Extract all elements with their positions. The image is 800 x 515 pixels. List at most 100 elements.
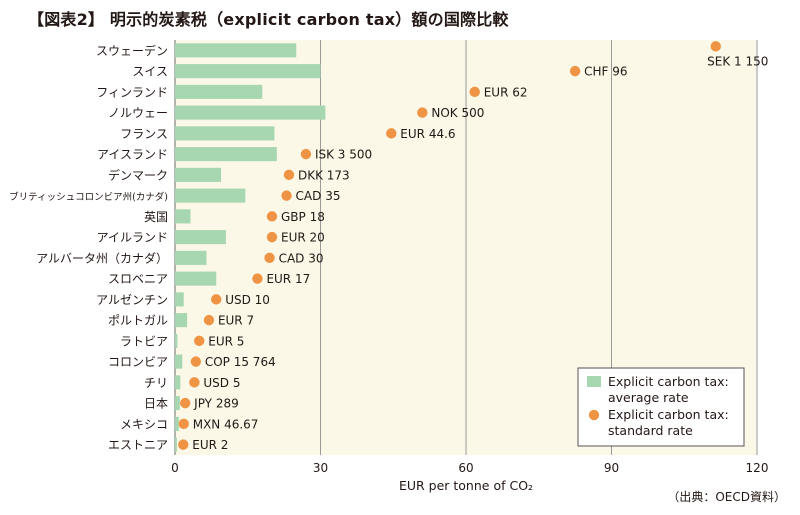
bar: [175, 416, 179, 431]
bar: [175, 375, 181, 390]
category-label: エストニア: [108, 438, 168, 452]
bar: [175, 271, 217, 286]
bar: [175, 292, 184, 307]
legend-box: [577, 367, 745, 447]
x-axis-label: EUR per tonne of CO₂: [399, 478, 533, 493]
dot: [203, 314, 215, 326]
bar-series: [175, 43, 326, 452]
dot: [266, 231, 278, 243]
dot-label: CHF 96: [584, 65, 627, 79]
legend-label-average-2: average rate: [608, 390, 689, 405]
category-label: アイスランド: [97, 148, 168, 162]
dot-label: ISK 3 500: [315, 148, 372, 162]
dot-label: DKK 173: [298, 168, 350, 182]
dot-label: USD 10: [225, 293, 270, 307]
category-label: チリ: [144, 376, 168, 390]
dot: [178, 439, 189, 450]
category-label: デンマーク: [108, 167, 168, 182]
x-tick-label: 60: [458, 461, 473, 475]
bar: [175, 105, 326, 120]
dot-label: COP 15 764: [205, 355, 276, 369]
category-label: アイルランド: [97, 231, 168, 245]
bar: [175, 354, 183, 369]
bar: [175, 64, 321, 79]
legend: Explicit carbon tax:average rateExplicit…: [577, 367, 745, 447]
dot: [194, 335, 205, 347]
dot: [264, 252, 275, 264]
category-label: フィンランド: [96, 85, 168, 99]
category-label: スウェーデン: [96, 43, 168, 58]
bar: [175, 188, 246, 203]
category-label: ブリティッシュコロンビア州(カナダ): [9, 191, 168, 203]
chart-title: 【図表2】 明示的炭素税（explicit carbon tax）額の国際比較: [28, 10, 509, 29]
bar: [175, 396, 180, 411]
dot-label: CAD 30: [279, 251, 324, 265]
dot: [300, 148, 312, 160]
bar: [175, 84, 263, 99]
dot-label: EUR 44.6: [400, 127, 455, 141]
legend-bar-swatch: [587, 376, 601, 387]
legend-label-standard-2: standard rate: [608, 423, 693, 438]
dot: [417, 107, 428, 118]
dot: [211, 294, 222, 305]
dot: [189, 377, 200, 388]
dot-label: EUR 20: [281, 231, 325, 245]
bar: [175, 167, 222, 182]
bar: [175, 126, 275, 141]
category-label: 日本: [144, 397, 168, 411]
dot-label: EUR 2: [192, 438, 228, 452]
x-tick-labels: 0 30 60 90 120: [171, 461, 768, 475]
dot-label: NOK 500: [431, 106, 484, 120]
dot: [469, 86, 480, 98]
category-label: スロベニア: [108, 272, 168, 286]
dot: [266, 211, 278, 222]
legend-label-average: Explicit carbon tax:: [608, 374, 729, 389]
bar: [175, 437, 177, 452]
dot-label: CAD 35: [296, 189, 341, 203]
dot: [178, 418, 189, 430]
category-label: アルゼンチン: [96, 293, 168, 307]
dot-label: EUR 62: [484, 85, 528, 99]
legend-dot-swatch: [588, 409, 600, 421]
dot: [710, 41, 721, 52]
dot: [283, 169, 295, 181]
dot: [190, 356, 202, 367]
category-label: 英国: [144, 210, 168, 224]
dot: [281, 190, 292, 201]
source-note: （出典：OECD資料）: [667, 490, 786, 504]
dot-label: USD 5: [203, 376, 240, 390]
bar: [175, 250, 207, 265]
x-tick-label: 120: [746, 461, 769, 475]
dot-label: EUR 7: [218, 314, 254, 328]
dot-label: EUR 5: [208, 334, 244, 348]
bar: [175, 43, 297, 58]
dot: [252, 273, 263, 284]
bar: [175, 313, 188, 328]
category-label: コロンビア: [108, 355, 168, 369]
dot-label: JPY 289: [193, 397, 239, 411]
bar: [175, 209, 191, 224]
category-label: ポルトガル: [108, 314, 168, 328]
x-tick-label: 30: [313, 461, 328, 475]
legend-label-standard: Explicit carbon tax:: [608, 407, 729, 422]
x-tick-label: 0: [171, 461, 179, 475]
x-tick-label: 90: [604, 461, 619, 475]
category-label: フランス: [120, 127, 168, 141]
dot: [179, 397, 191, 409]
category-label: メキシコ: [120, 417, 168, 431]
dot-label: MXN 46.67: [193, 417, 259, 431]
category-label: スイス: [132, 65, 168, 79]
dot-label: EUR 17: [266, 272, 310, 286]
bar: [175, 333, 178, 348]
category-label: アルバータ州（カナダ）: [36, 250, 168, 265]
dot-label: GBP 18: [281, 210, 325, 224]
bar: [175, 147, 277, 162]
dot: [569, 65, 581, 77]
bar: [175, 230, 226, 245]
dot: [386, 128, 397, 139]
dot-label: SEK 1 150: [707, 54, 768, 68]
category-label: ノルウェー: [108, 106, 168, 120]
category-labels: スウェーデンスイスフィンランドノルウェーフランスアイスランドデンマークブリティッ…: [9, 43, 168, 452]
